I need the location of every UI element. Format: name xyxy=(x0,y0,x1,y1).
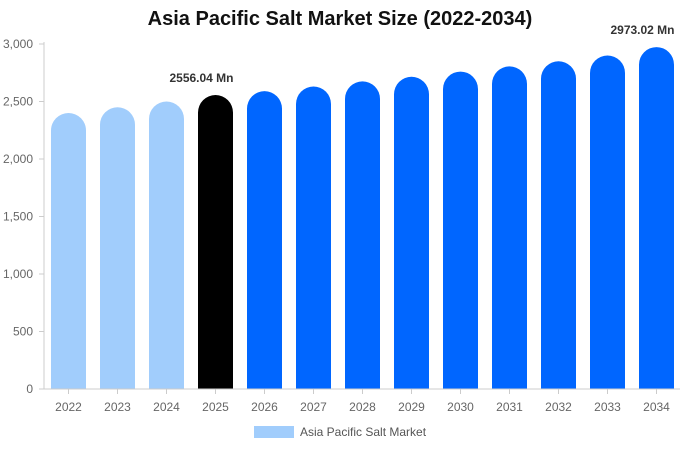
y-tick-label: 2,000 xyxy=(3,152,33,166)
x-tick-label: 2027 xyxy=(300,400,327,414)
y-tick-label: 3,000 xyxy=(3,37,33,51)
x-tick-label: 2026 xyxy=(251,400,278,414)
bars xyxy=(51,47,674,389)
y-tick-label: 0 xyxy=(26,382,33,396)
bar-2026 xyxy=(247,91,282,389)
legend[interactable]: Asia Pacific Salt Market xyxy=(254,425,426,439)
x-tick-label: 2030 xyxy=(447,400,474,414)
x-tick-label: 2029 xyxy=(398,400,425,414)
y-tick-label: 1,000 xyxy=(3,267,33,281)
bar-2025 xyxy=(198,95,233,389)
x-tick-label: 2031 xyxy=(496,400,523,414)
x-tick-label: 2028 xyxy=(349,400,376,414)
bar-2029 xyxy=(394,76,429,389)
y-tick-label: 500 xyxy=(13,325,33,339)
bar-2027 xyxy=(296,86,331,389)
bar-2031 xyxy=(492,66,527,389)
y-axis: 0 500 1,000 1,500 2,000 2,500 3,000 xyxy=(3,37,45,396)
legend-label: Asia Pacific Salt Market xyxy=(300,425,427,439)
data-label-2034: 2973.02 Mn xyxy=(610,23,674,37)
bar-2028 xyxy=(345,81,380,389)
y-tick-label: 2,500 xyxy=(3,95,33,109)
x-tick-label: 2025 xyxy=(202,400,229,414)
bar-2022 xyxy=(51,113,86,389)
x-tick-label: 2033 xyxy=(594,400,621,414)
x-tick-label: 2024 xyxy=(153,400,180,414)
bar-2034 xyxy=(639,47,674,389)
x-tick-label: 2023 xyxy=(104,400,131,414)
legend-swatch xyxy=(254,426,294,438)
y-tick-label: 1,500 xyxy=(3,210,33,224)
bar-2023 xyxy=(100,107,135,389)
bar-2024 xyxy=(149,101,184,389)
x-tick-label: 2022 xyxy=(55,400,82,414)
chart-title: Asia Pacific Salt Market Size (2022-2034… xyxy=(147,8,533,30)
x-tick-label: 2032 xyxy=(545,400,572,414)
bar-2032 xyxy=(541,61,576,389)
data-label-2025: 2556.04 Mn xyxy=(169,71,233,85)
bar-2033 xyxy=(590,55,625,389)
x-tick-label: 2034 xyxy=(643,400,670,414)
x-axis: 2022 2023 2024 2025 2026 2027 2028 2029 2030 2031… xyxy=(44,388,680,414)
data-labels: 2556.04 Mn 2973.02 Mn xyxy=(169,23,674,85)
bar-2030 xyxy=(443,71,478,389)
